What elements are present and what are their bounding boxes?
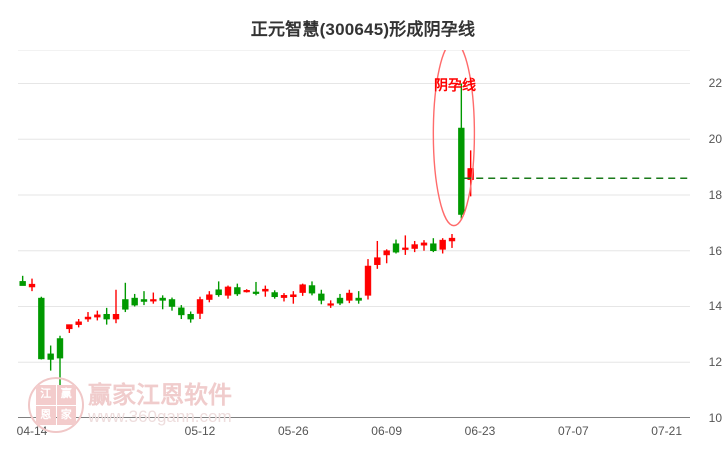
x-axis-tick-label: 06-23 [464, 424, 496, 438]
candlestick-svg [18, 50, 690, 418]
y-axis-tick-label: 22 [708, 76, 722, 91]
x-axis-tick-label: 04-14 [16, 424, 48, 438]
y-axis-tick-label: 18 [708, 187, 722, 202]
y-axis-tick-label: 10 [708, 411, 722, 425]
x-axis-tick-label: 06-09 [371, 424, 403, 438]
x-axis-tick-label: 07-07 [557, 424, 589, 438]
y-axis-tick-label: 12 [708, 355, 722, 370]
x-axis-tick-label: 05-26 [277, 424, 309, 438]
harami-annotation-label: 阴孕线 [434, 77, 476, 93]
y-axis-tick-label: 14 [708, 299, 722, 314]
chart-plot-area [18, 50, 690, 418]
y-axis-tick-label: 16 [708, 243, 722, 258]
x-axis-tick-label: 05-12 [184, 424, 216, 438]
x-axis-tick-label: 07-21 [651, 424, 683, 438]
y-axis-tick-label: 20 [708, 132, 722, 147]
page-title: 正元智慧(300645)形成阴孕线 [250, 20, 476, 39]
